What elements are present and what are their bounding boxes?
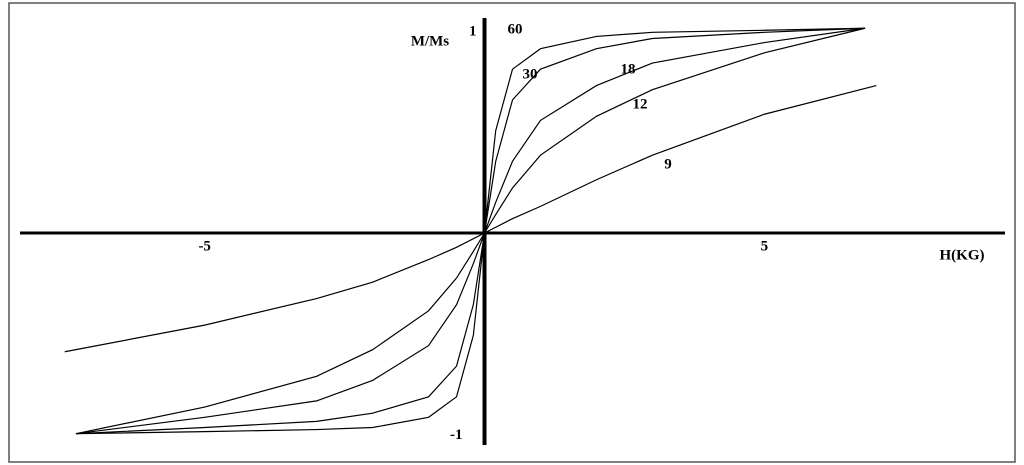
y-tick-label: 1	[469, 24, 477, 40]
curve-label: 60	[508, 21, 523, 37]
frame	[8, 2, 1016, 463]
curve	[75, 27, 866, 435]
curve	[75, 27, 866, 435]
curve-label: 12	[633, 96, 648, 112]
curve	[64, 84, 877, 353]
x-axis-label: H(KG)	[940, 247, 985, 263]
x-tick-label: 5	[761, 238, 769, 254]
x-tick-label: -5	[198, 238, 211, 254]
curve-label: 9	[664, 156, 672, 172]
curve-label: 30	[523, 66, 538, 82]
curve-label: 18	[621, 61, 636, 77]
y-axis-label: M/Ms	[411, 33, 449, 49]
curve	[75, 27, 866, 435]
y-tick-label: -1	[450, 427, 463, 443]
curve	[75, 27, 866, 435]
